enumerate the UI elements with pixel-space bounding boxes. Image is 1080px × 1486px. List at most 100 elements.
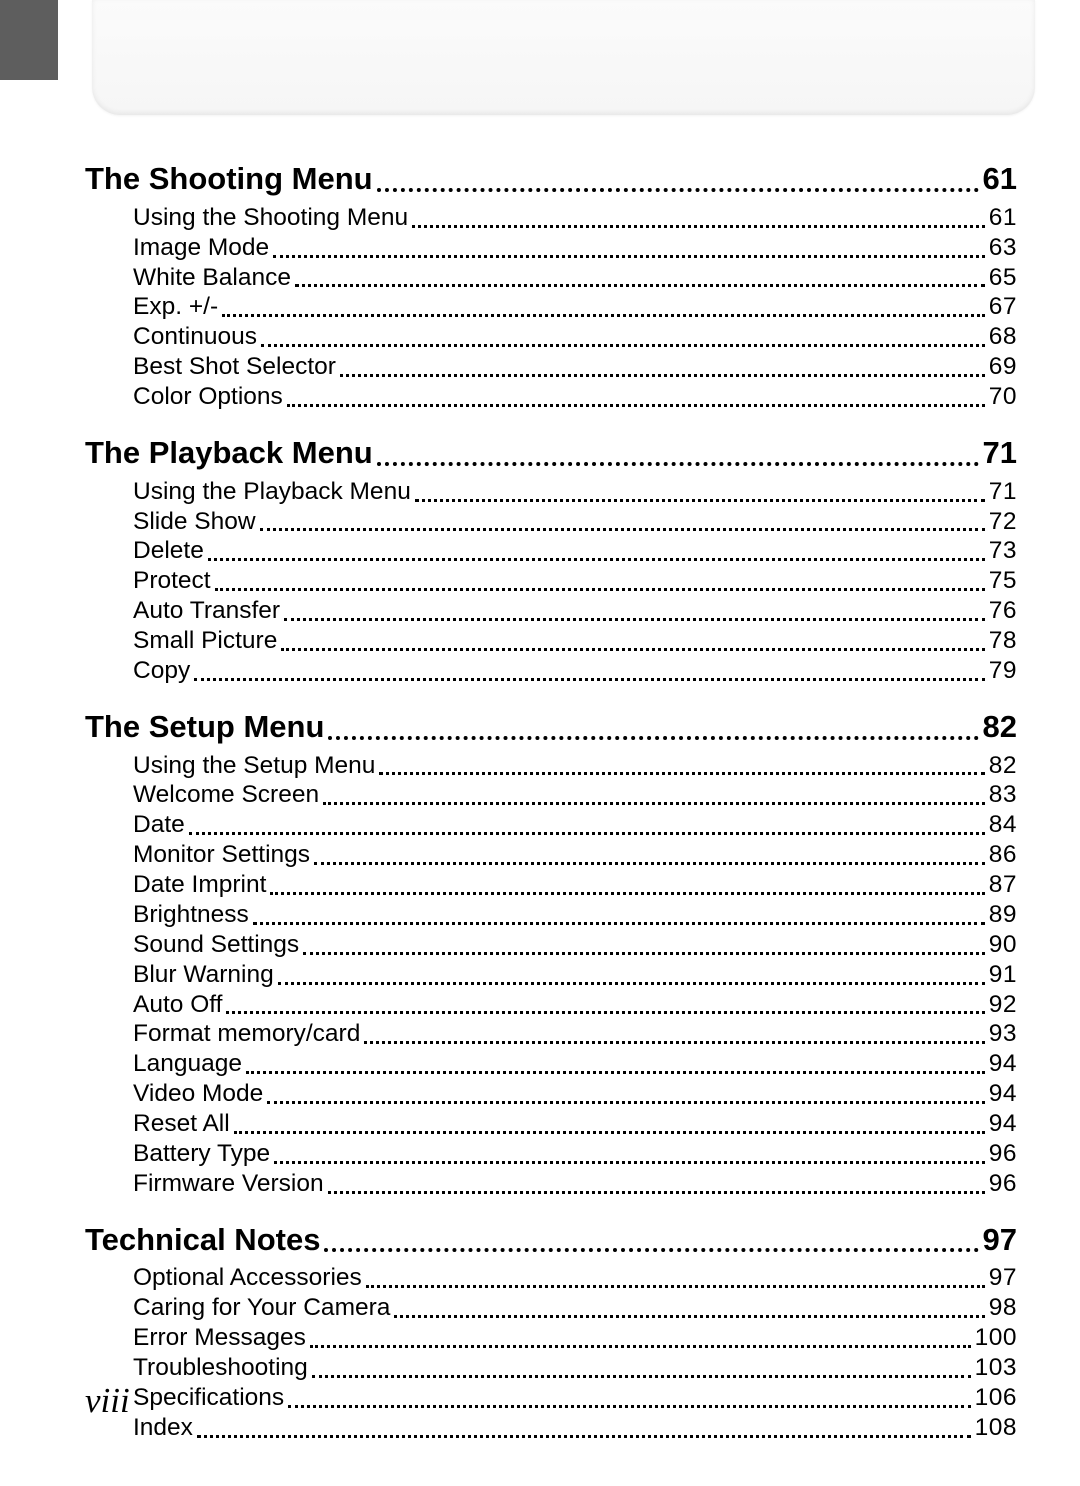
toc-item[interactable]: Index108 (133, 1413, 1017, 1443)
toc-item[interactable]: Error Messages100 (133, 1323, 1017, 1353)
toc-item[interactable]: Reset All94 (133, 1109, 1017, 1139)
toc-item[interactable]: Brightness 89 (133, 900, 1017, 930)
toc-item-page: 83 (989, 780, 1017, 810)
toc-content: The Shooting Menu61Using the Shooting Me… (85, 160, 1017, 1443)
toc-leader (194, 678, 985, 681)
toc-item-page: 68 (989, 322, 1017, 352)
toc-leader (222, 314, 985, 317)
toc-item-title: Reset All (133, 1109, 230, 1139)
toc-item[interactable]: Troubleshooting 103 (133, 1353, 1017, 1383)
toc-leader (274, 1161, 985, 1164)
toc-item-page: 84 (989, 810, 1017, 840)
toc-item-title: Caring for Your Camera (133, 1293, 390, 1323)
toc-item[interactable]: Video Mode94 (133, 1079, 1017, 1109)
toc-section-title: Technical Notes (85, 1221, 320, 1260)
toc-section-title: The Shooting Menu (85, 160, 373, 199)
toc-item[interactable]: Small Picture 78 (133, 626, 1017, 656)
toc-item-page: 86 (989, 840, 1017, 870)
toc-item-page: 103 (975, 1353, 1017, 1383)
toc-leader (267, 1101, 984, 1104)
toc-item[interactable]: Welcome Screen83 (133, 780, 1017, 810)
toc-item[interactable]: Monitor Settings86 (133, 840, 1017, 870)
toc-item-page: 78 (989, 626, 1017, 656)
toc-item[interactable]: Using the Setup Menu 82 (133, 751, 1017, 781)
toc-item-page: 70 (989, 382, 1017, 412)
toc-item[interactable]: Language94 (133, 1049, 1017, 1079)
toc-item-title: Using the Setup Menu (133, 751, 375, 781)
toc-item[interactable]: Best Shot Selector69 (133, 352, 1017, 382)
toc-leader (197, 1435, 971, 1438)
toc-item-title: Troubleshooting (133, 1353, 308, 1383)
toc-item-page: 65 (989, 263, 1017, 293)
toc-item[interactable]: Slide Show72 (133, 507, 1017, 537)
toc-leader (412, 225, 985, 228)
toc-item-title: Battery Type (133, 1139, 270, 1169)
toc-item[interactable]: Continuous 68 (133, 322, 1017, 352)
toc-item[interactable]: Firmware Version96 (133, 1169, 1017, 1199)
toc-leader (323, 802, 985, 805)
toc-leader (303, 952, 985, 955)
toc-item-page: 79 (989, 656, 1017, 686)
toc-item-page: 89 (989, 900, 1017, 930)
toc-item[interactable]: Date Imprint87 (133, 870, 1017, 900)
toc-item-page: 90 (989, 930, 1017, 960)
toc-item[interactable]: White Balance65 (133, 263, 1017, 293)
toc-section-page: 61 (983, 160, 1017, 199)
toc-item[interactable]: Format memory/card93 (133, 1019, 1017, 1049)
toc-item-title: Image Mode (133, 233, 269, 263)
toc-section-heading[interactable]: Technical Notes97 (85, 1221, 1017, 1260)
toc-item-title: Date (133, 810, 185, 840)
toc-section-heading[interactable]: The Setup Menu82 (85, 708, 1017, 747)
toc-item[interactable]: Auto Off92 (133, 990, 1017, 1020)
toc-leader (415, 499, 985, 502)
toc-section-heading[interactable]: The Playback Menu71 (85, 434, 1017, 473)
toc-item[interactable]: Caring for Your Camera98 (133, 1293, 1017, 1323)
toc-item[interactable]: Protect 75 (133, 566, 1017, 596)
toc-item-title: Specifications (133, 1383, 284, 1413)
toc-item[interactable]: Auto Transfer76 (133, 596, 1017, 626)
toc-item-page: 76 (989, 596, 1017, 626)
toc-item-title: Small Picture (133, 626, 277, 656)
toc-leader (189, 832, 985, 835)
toc-leader (394, 1315, 984, 1318)
toc-section-heading[interactable]: The Shooting Menu 61 (85, 160, 1017, 199)
toc-leader (324, 1248, 978, 1252)
toc-leader (215, 588, 985, 591)
toc-leader (261, 344, 985, 347)
toc-item-title: Delete (133, 536, 204, 566)
toc-item-title: Date Imprint (133, 870, 266, 900)
toc-leader (295, 284, 985, 287)
toc-item[interactable]: Using the Shooting Menu61 (133, 203, 1017, 233)
toc-item[interactable]: Optional Accessories 97 (133, 1263, 1017, 1293)
toc-item-page: 100 (975, 1323, 1017, 1353)
toc-leader (284, 618, 985, 621)
toc-item[interactable]: Using the Playback Menu71 (133, 477, 1017, 507)
toc-item[interactable]: Date 84 (133, 810, 1017, 840)
toc-item-page: 75 (989, 566, 1017, 596)
toc-item[interactable]: Battery Type96 (133, 1139, 1017, 1169)
toc-item[interactable]: Delete73 (133, 536, 1017, 566)
toc-item-page: 97 (989, 1263, 1017, 1293)
toc-item[interactable]: Image Mode63 (133, 233, 1017, 263)
toc-item-page: 91 (989, 960, 1017, 990)
toc-item-title: Brightness (133, 900, 249, 930)
toc-item[interactable]: Sound Settings90 (133, 930, 1017, 960)
toc-item[interactable]: Blur Warning91 (133, 960, 1017, 990)
toc-item-title: Protect (133, 566, 211, 596)
toc-item-page: 61 (989, 203, 1017, 233)
toc-leader (281, 648, 984, 651)
toc-section-title: The Playback Menu (85, 434, 373, 473)
toc-item[interactable]: Exp. +/-67 (133, 292, 1017, 322)
toc-item-title: Continuous (133, 322, 257, 352)
toc-leader (253, 922, 985, 925)
toc-item[interactable]: Color Options70 (133, 382, 1017, 412)
toc-item-page: 108 (975, 1413, 1017, 1443)
toc-item-page: 82 (989, 751, 1017, 781)
toc-item-page: 69 (989, 352, 1017, 382)
toc-item-title: Optional Accessories (133, 1263, 362, 1293)
toc-item-page: 67 (989, 292, 1017, 322)
toc-leader (312, 1375, 971, 1378)
toc-item[interactable]: Specifications106 (133, 1383, 1017, 1413)
toc-item[interactable]: Copy79 (133, 656, 1017, 686)
top-card (92, 0, 1035, 115)
